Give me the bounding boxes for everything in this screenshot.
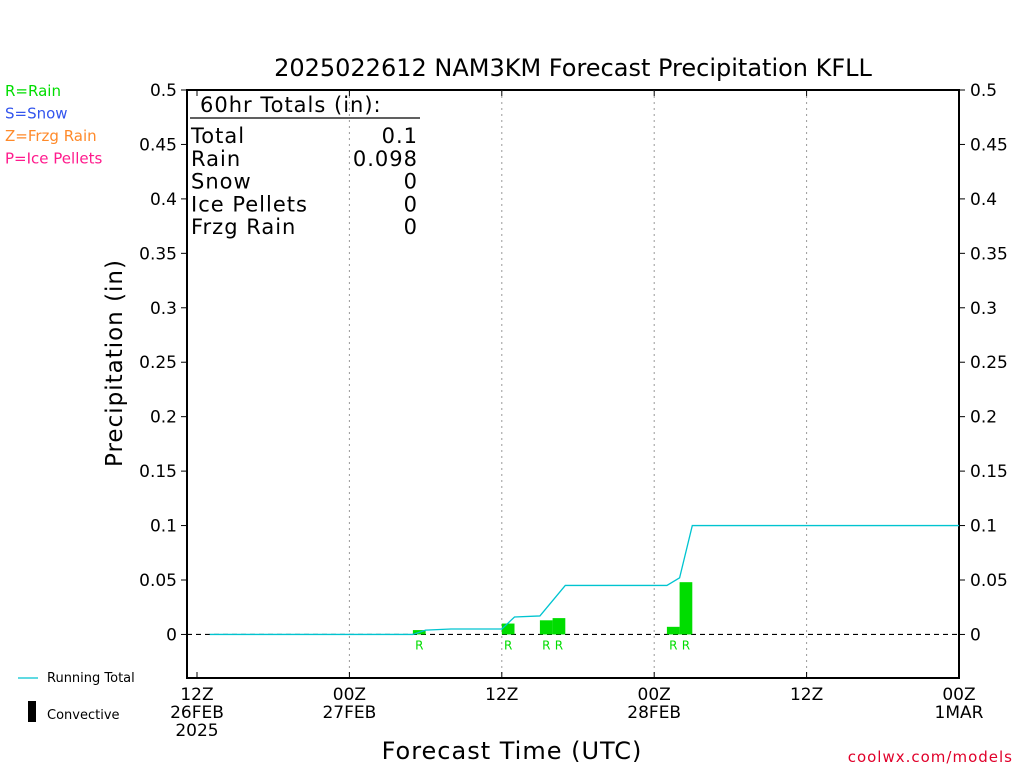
totals-row-value: 0.1 [382,124,418,148]
rain-bar [539,620,553,635]
totals-row-label: Rain [191,147,241,171]
y-axis-label: Precipitation (in) [102,259,128,467]
totals-box: 60hr Totals (in): Total 0.1 Rain 0.098 Snow 0… [190,93,420,239]
y-tick-label-left: 0.35 [139,244,177,264]
y-tick-label-left: 0.25 [139,353,177,373]
totals-row-value: 0.098 [353,147,418,171]
y-tick-label-left: 0.15 [139,462,177,482]
y-tick-label-right: 0 [970,625,981,645]
y-tick-label-right: 0.2 [970,408,997,428]
x-tick-label: 12Z [485,685,518,705]
totals-row-value: 0 [404,170,418,194]
rain-bars [412,582,693,635]
totals-row-label: Total [190,124,245,148]
x-tick-label: 28FEB [627,703,681,723]
totals-header: 60hr Totals (in): [200,93,382,117]
vertical-gridlines [348,90,808,678]
chart-title: 2025022612 NAM3KM Forecast Precipitation… [274,54,872,82]
y-tick-label-left: 0.1 [150,517,177,537]
y-tick-label-right: 0.15 [970,462,1008,482]
totals-row-label: Ice Pellets [191,192,308,216]
rain-bar [552,618,566,635]
totals-row-label: Frzg Rain [191,215,296,239]
type-legend-item: R=Rain [5,82,61,100]
y-tick-label-left: 0 [166,625,177,645]
type-legend-item: P=Ice Pellets [5,150,102,168]
y-tick-label-left: 0.2 [150,408,177,428]
precip-type-label: R [542,638,550,652]
y-tick-label-left: 0.45 [139,135,177,155]
x-tick-label: 00Z [333,685,366,705]
running-total-legend-label: Running Total [47,671,135,686]
precip-type-label: R [669,638,677,652]
y-tick-label-left: 0.5 [150,81,177,101]
y-tick-label-left: 0.05 [139,571,177,591]
x-tick-label: 26FEB [170,703,224,723]
bottom-legend: Running Total Convective [18,671,135,723]
y-tick-label-right: 0.35 [970,244,1008,264]
y-tick-label-right: 0.5 [970,81,997,101]
x-tick-label: 12Z [790,685,823,705]
totals-row-value: 0 [404,215,418,239]
type-legend: R=Rain S=Snow Z=Frzg Rain P=Ice Pellets [5,82,102,168]
precip-type-label: R [682,638,690,652]
x-tick-label: 2025 [175,721,218,741]
y-tick-label-right: 0.25 [970,353,1008,373]
rain-bar [679,582,693,635]
precip-type-label: R [504,638,512,652]
totals-row-label: Snow [191,170,252,194]
running-total-line [209,524,959,636]
convective-legend-swatch [28,701,36,722]
y-tick-label-right: 0.05 [970,571,1008,591]
precip-type-label: R [555,638,563,652]
rain-bar [501,623,515,635]
x-tick-label: 12Z [180,685,213,705]
y-tick-label-right: 0.4 [970,190,997,210]
y-tick-label-left: 0.3 [150,299,177,319]
rain-bar [666,626,680,635]
x-axis-label: Forecast Time (UTC) [382,737,643,765]
type-legend-item: Z=Frzg Rain [5,127,97,145]
type-legend-item: S=Snow [5,105,68,123]
x-tick-label: 1MAR [935,703,984,723]
credit-text: coolwx.com/models [848,748,1013,766]
y-tick-label-right: 0.3 [970,299,997,319]
x-tick-label: 00Z [942,685,975,705]
y-axis-right: 0 0.05 0.1 0.15 0.2 0.25 0.3 0.35 0.4 0.45 0.5 [959,81,1008,645]
y-tick-label-left: 0.4 [150,190,177,210]
convective-legend-label: Convective [47,708,120,723]
x-tick-label: 27FEB [322,703,376,723]
y-tick-label-right: 0.45 [970,135,1008,155]
x-tick-label: 00Z [638,685,671,705]
totals-row-value: 0 [404,192,418,216]
y-axis-left: 0 0.05 0.1 0.15 0.2 0.25 0.3 0.35 0.4 0.45 0.5 [139,81,187,645]
precip-type-label: R [415,638,423,652]
plot-frame [186,89,960,679]
y-tick-label-right: 0.1 [970,517,997,537]
